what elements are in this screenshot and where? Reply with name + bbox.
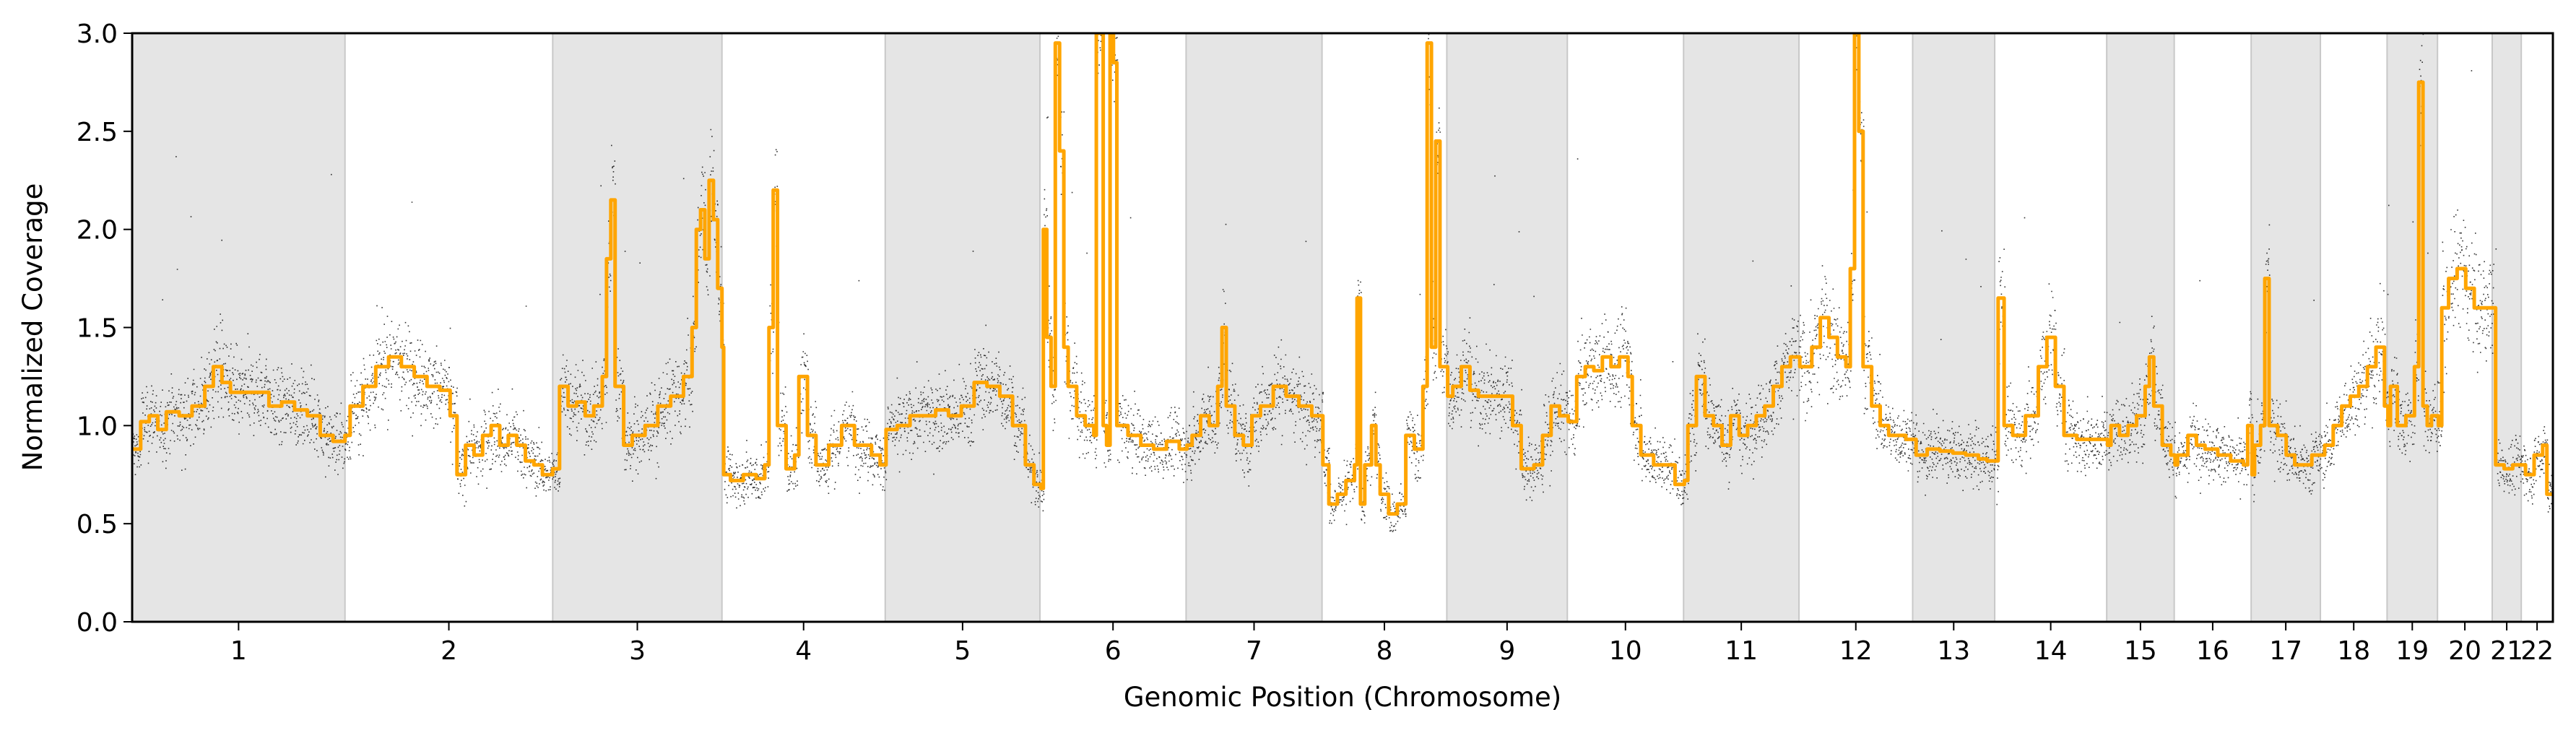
x-tick-label-8: 8 [1376,636,1393,666]
chromosome-shading [131,32,2523,623]
x-tick-label-7: 7 [1246,636,1262,666]
coverage-points [132,33,2553,532]
chromosome-band-7 [1185,32,1323,623]
y-tick-label-2.5: 2.5 [77,118,118,147]
x-tick-label-3: 3 [629,636,646,666]
plot-frame [131,32,2554,623]
chromosome-band-17 [2250,32,2322,623]
coverage-points-cloud [132,33,2553,532]
chromosome-band-1 [131,32,346,623]
x-tick-label-20: 20 [2448,636,2481,666]
x-tick-label-10: 10 [1609,636,1642,666]
y-tick-label-1.5: 1.5 [77,314,118,344]
x-tick-label-22: 22 [2520,636,2554,666]
x-tick-label-21: 21 [2490,636,2523,666]
x-tick-label-5: 5 [954,636,971,666]
x-tick-label-9: 9 [1499,636,1515,666]
x-tick-label-19: 19 [2395,636,2429,666]
chromosome-band-5 [884,32,1041,623]
x-tick-label-12: 12 [1839,636,1873,666]
x-tick-label-16: 16 [2196,636,2229,666]
x-tick-label-13: 13 [1937,636,1970,666]
chromosome-band-15 [2106,32,2175,623]
y-axis-title: Normalized Coverage [17,183,48,472]
chromosome-band-11 [1683,32,1800,623]
y-tick-label-0.5: 0.5 [77,510,118,539]
x-tick-label-1: 1 [230,636,247,666]
y-tick-label-3.0: 3.0 [77,19,118,49]
y-tick-label-0.0: 0.0 [77,608,118,638]
x-tick-label-15: 15 [2124,636,2157,666]
y-tick-label-1.0: 1.0 [77,412,118,441]
x-tick-label-18: 18 [2337,636,2370,666]
y-axis: 0.0 0.5 1.0 1.5 2.0 2.5 3.0 [77,19,132,638]
y-tick-label-2.0: 2.0 [77,216,118,246]
segment-line-layer [132,33,2553,516]
segment-line [132,33,2553,516]
x-tick-label-4: 4 [795,636,812,666]
x-tick-label-2: 2 [441,636,457,666]
x-tick-label-17: 17 [2269,636,2302,666]
chromosome-band-13 [1912,32,1996,623]
x-tick-label-6: 6 [1105,636,1122,666]
x-axis-title: Genomic Position (Chromosome) [1124,682,1561,713]
chromosome-band-9 [1446,32,1569,623]
chromosome-band-19 [2386,32,2439,623]
x-tick-label-11: 11 [1725,636,1758,666]
x-tick-label-14: 14 [2034,636,2068,666]
